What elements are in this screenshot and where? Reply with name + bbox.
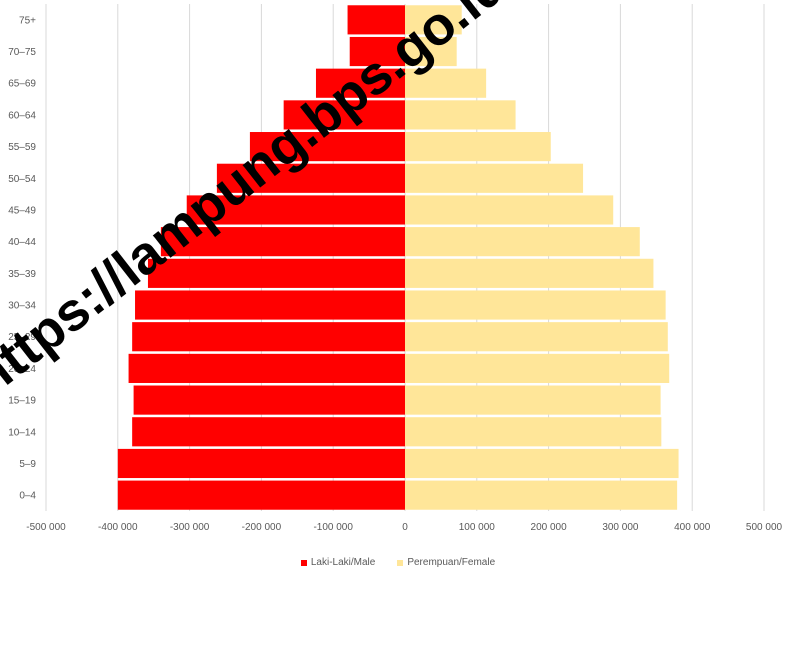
bar-female-5 — [405, 322, 668, 352]
y-tick-label: 55–59 — [8, 142, 36, 153]
bar-male-2 — [132, 417, 405, 447]
y-tick-label: 35–39 — [8, 269, 36, 280]
x-tick-label: 400 000 — [674, 522, 711, 533]
bar-female-14 — [405, 36, 457, 67]
bar-female-2 — [405, 417, 662, 447]
bar-female-10 — [405, 163, 584, 193]
bar-male-12 — [283, 100, 405, 130]
y-axis-labels: 0–4 5–9 10–14 15–19 20–24 25–29 30–34 35–39 40–4… — [8, 15, 36, 501]
y-tick-label: 20–24 — [8, 364, 36, 375]
y-tick-label: 5–9 — [19, 459, 36, 470]
y-tick-label: 30–34 — [8, 301, 36, 312]
x-tick-label: -500 000 — [26, 522, 66, 533]
x-tick-label: 0 — [402, 522, 408, 533]
x-axis-labels: -500 000 -400 000 -300 000 -200 000 -100 000… — [26, 522, 782, 533]
legend-swatch-male — [300, 559, 307, 566]
bar-male-6 — [135, 290, 406, 320]
y-tick-label: 15–19 — [8, 396, 36, 407]
bar-male-11 — [249, 132, 405, 162]
x-tick-label: -300 000 — [170, 522, 210, 533]
bar-male-3 — [133, 385, 405, 415]
y-tick-label: 75+ — [19, 15, 36, 26]
bar-female-0 — [405, 480, 678, 510]
y-tick-label: 60–64 — [8, 110, 36, 121]
bar-female-4 — [405, 353, 670, 383]
bar-male-1 — [117, 448, 406, 479]
bar-female-9 — [405, 195, 614, 225]
legend-swatch-female — [397, 559, 404, 566]
bar-female-8 — [405, 227, 640, 257]
legend-item-male: Laki-Laki/Male — [300, 557, 376, 568]
x-tick-label: -400 000 — [98, 522, 138, 533]
x-tick-label: 100 000 — [459, 522, 496, 533]
bar-male-5 — [132, 322, 405, 352]
bar-male-13 — [315, 68, 405, 98]
legend-item-female: Perempuan/Female — [397, 557, 495, 568]
x-tick-label: 200 000 — [531, 522, 568, 533]
x-tick-label: 300 000 — [602, 522, 639, 533]
legend-label-female: Perempuan/Female — [407, 557, 496, 568]
y-tick-label: 40–44 — [8, 237, 36, 248]
y-tick-label: 45–49 — [8, 205, 36, 216]
bar-male-4 — [128, 353, 405, 383]
x-tick-label: -100 000 — [313, 522, 353, 533]
bar-male-8 — [160, 227, 405, 257]
y-tick-label: 25–29 — [8, 332, 36, 343]
bar-female-12 — [405, 100, 516, 130]
bar-female-6 — [405, 290, 666, 320]
bar-male-10 — [216, 163, 405, 193]
bar-female-13 — [405, 68, 487, 98]
legend: Laki-Laki/Male Perempuan/Female — [0, 557, 796, 568]
y-tick-label: 0–4 — [19, 491, 36, 502]
bar-female-11 — [405, 132, 551, 162]
legend-label-male: Laki-Laki/Male — [310, 557, 376, 568]
bar-female-15 — [405, 5, 462, 35]
bars — [117, 5, 679, 510]
y-tick-label: 65–69 — [8, 79, 36, 90]
x-tick-label: -200 000 — [242, 522, 282, 533]
y-tick-label: 10–14 — [8, 427, 36, 438]
y-tick-label: 50–54 — [8, 174, 36, 185]
bar-male-15 — [347, 5, 405, 35]
bar-male-0 — [117, 480, 406, 510]
y-tick-label: 70–75 — [8, 47, 36, 58]
bar-male-9 — [186, 195, 405, 225]
bar-female-3 — [405, 385, 661, 415]
bar-female-7 — [405, 258, 654, 288]
x-tick-label: 500 000 — [746, 522, 783, 533]
bar-female-1 — [405, 448, 679, 479]
bar-male-14 — [349, 36, 405, 67]
bar-male-7 — [147, 258, 405, 288]
